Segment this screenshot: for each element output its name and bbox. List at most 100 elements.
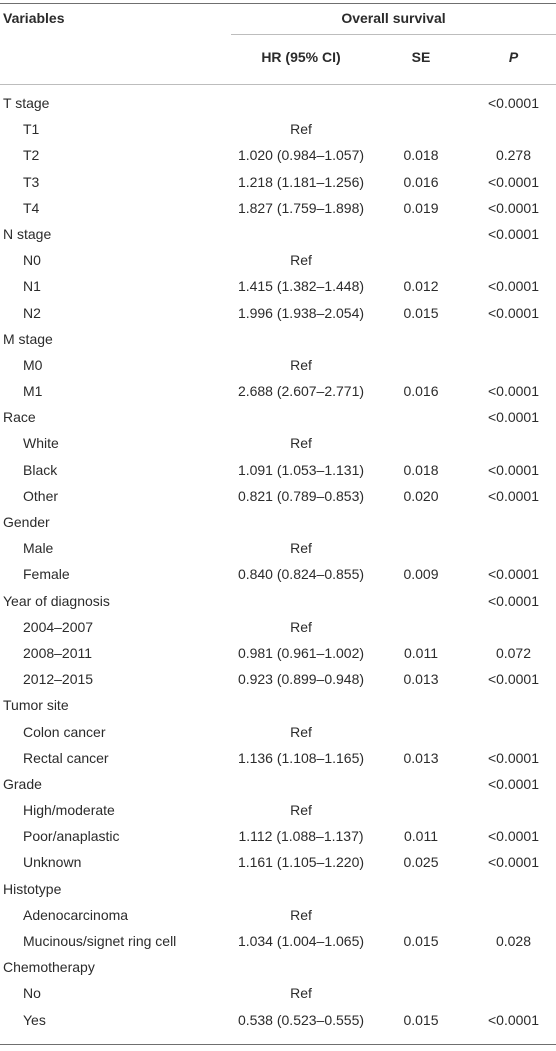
- variable-cell: Race: [3, 409, 36, 426]
- hr-cell: 1.020 (0.984–1.057): [237, 147, 365, 164]
- hr-cell: 1.827 (1.759–1.898): [237, 199, 365, 216]
- variable-cell: No: [23, 985, 41, 1002]
- table-row-level: Female 0.840 (0.824–0.855) 0.009 <0.0001: [0, 561, 556, 587]
- variable-cell: T2: [23, 147, 40, 164]
- variable-cell: Tumor site: [3, 697, 69, 714]
- hr-cell: Ref: [290, 252, 312, 269]
- variable-cell: N0: [23, 252, 41, 269]
- table-row-level: T3 1.218 (1.181–1.256) 0.016 <0.0001: [0, 169, 556, 195]
- p-value-cell: <0.0001: [488, 566, 539, 583]
- variable-cell: Chemotherapy: [3, 959, 95, 976]
- variable-cell: T4: [23, 199, 40, 216]
- hr-cell: 2.688 (2.607–2.771): [237, 383, 365, 400]
- table-row-level: White Ref: [0, 430, 556, 456]
- group-header-rule: [231, 34, 556, 35]
- header-bottom-rule: [0, 84, 556, 85]
- hr-cell: 1.112 (1.088–1.137): [238, 828, 364, 845]
- table-row-level: Unknown 1.161 (1.105–1.220) 0.025 <0.0001: [0, 849, 556, 875]
- hr-cell: Ref: [290, 802, 312, 819]
- variable-cell: Unknown: [23, 854, 82, 871]
- variable-cell: T1: [23, 121, 40, 138]
- table-row-level: Male Ref: [0, 535, 556, 561]
- se-cell: 0.018: [403, 147, 439, 164]
- variable-cell: Year of diagnosis: [3, 592, 110, 609]
- variable-cell: T3: [23, 173, 40, 190]
- variable-cell: Adenocarcinoma: [23, 906, 129, 923]
- p-value-cell: 0.072: [495, 644, 532, 661]
- se-cell: 0.016: [403, 173, 439, 190]
- variable-cell: 2008–2011: [23, 644, 93, 661]
- table-row-level: Colon cancer Ref: [0, 719, 556, 745]
- variable-cell: Histotype: [3, 880, 62, 897]
- variable-cell: M stage: [3, 330, 53, 347]
- se-cell: 0.011: [404, 828, 438, 845]
- hr-cell: 0.821 (0.789–0.853): [237, 487, 365, 504]
- header-p: P: [508, 49, 519, 65]
- table-row-variable: Race <0.0001: [0, 404, 556, 430]
- table-row-level: 2012–2015 0.923 (0.899–0.948) 0.013 <0.0001: [0, 666, 556, 692]
- table-row-level: No Ref: [0, 980, 556, 1006]
- p-value-cell: <0.0001: [488, 592, 539, 609]
- hr-cell: 1.415 (1.382–1.448): [237, 278, 365, 295]
- table-row-level: Poor/anaplastic 1.112 (1.088–1.137) 0.011 <…: [0, 823, 556, 849]
- variable-cell: N2: [23, 304, 41, 321]
- table-row-variable: Grade <0.0001: [0, 771, 556, 797]
- hr-cell: Ref: [290, 121, 312, 138]
- hr-cell: Ref: [290, 435, 312, 452]
- table-row-level: Yes 0.538 (0.523–0.555) 0.015 <0.0001: [0, 1007, 556, 1033]
- variable-cell: M0: [23, 356, 43, 373]
- table-row-variable: Histotype: [0, 876, 556, 902]
- table-row-level: High/moderate Ref: [0, 797, 556, 823]
- variable-cell: Yes: [23, 1011, 46, 1028]
- se-cell: 0.019: [403, 199, 439, 216]
- table-row-level: N0 Ref: [0, 247, 556, 273]
- p-value-cell: <0.0001: [488, 775, 539, 792]
- se-cell: 0.011: [404, 644, 438, 661]
- table-row-level: N1 1.415 (1.382–1.448) 0.012 <0.0001: [0, 273, 556, 299]
- hr-cell: 1.161 (1.105–1.220): [237, 854, 365, 871]
- p-value-cell: <0.0001: [488, 671, 539, 688]
- variable-cell: High/moderate: [23, 802, 115, 819]
- hr-cell: 1.034 (1.004–1.065): [237, 933, 365, 949]
- se-cell: 0.015: [403, 933, 439, 949]
- table-row-variable: N stage <0.0001: [0, 221, 556, 247]
- variable-cell: Grade: [3, 775, 42, 792]
- table-top-rule: [0, 3, 556, 4]
- hr-cell: 0.538 (0.523–0.555): [237, 1011, 365, 1028]
- p-value-cell: 0.278: [495, 147, 532, 164]
- variable-cell: Gender: [3, 514, 50, 530]
- p-value-cell: <0.0001: [488, 854, 539, 871]
- se-cell: 0.018: [403, 461, 439, 478]
- hr-cell: 1.091 (1.053–1.131): [237, 461, 365, 478]
- variable-cell: N stage: [3, 225, 52, 242]
- variable-cell: T stage: [3, 95, 50, 111]
- p-value-cell: 0.028: [495, 933, 532, 949]
- table-row-level: Rectal cancer 1.136 (1.108–1.165) 0.013 <0.…: [0, 745, 556, 771]
- table-row-level: Adenocarcinoma Ref: [0, 902, 556, 928]
- table-row-variable: Year of diagnosis <0.0001: [0, 588, 556, 614]
- variable-cell: N1: [23, 278, 41, 295]
- header-variables: Variables: [3, 10, 65, 26]
- table-row-variable: Chemotherapy: [0, 954, 556, 980]
- hr-cell: Ref: [290, 906, 312, 923]
- table-row-level: 2004–2007 Ref: [0, 614, 556, 640]
- hr-cell: 1.996 (1.938–2.054): [237, 304, 365, 321]
- hr-cell: Ref: [290, 356, 312, 373]
- variable-cell: Poor/anaplastic: [23, 828, 120, 845]
- header-se: SE: [411, 49, 431, 65]
- variable-cell: Rectal cancer: [23, 749, 109, 766]
- p-value-cell: <0.0001: [488, 1011, 539, 1028]
- header-hr: HR (95% CI): [261, 49, 341, 65]
- p-value-cell: <0.0001: [488, 409, 539, 426]
- se-cell: 0.012: [403, 278, 439, 295]
- header-overall-survival: Overall survival: [341, 10, 446, 26]
- table-row-variable: M stage: [0, 326, 556, 352]
- se-cell: 0.025: [403, 854, 439, 871]
- variable-cell: Colon cancer: [23, 723, 106, 740]
- table-row-level: T2 1.020 (0.984–1.057) 0.018 0.278: [0, 142, 556, 168]
- table-row-level: Mucinous/signet ring cell 1.034 (1.004–1.…: [0, 928, 556, 954]
- p-value-cell: <0.0001: [488, 278, 539, 295]
- variable-cell: 2004–2007: [23, 618, 94, 635]
- variable-cell: Black: [23, 461, 58, 478]
- se-cell: 0.009: [403, 566, 439, 583]
